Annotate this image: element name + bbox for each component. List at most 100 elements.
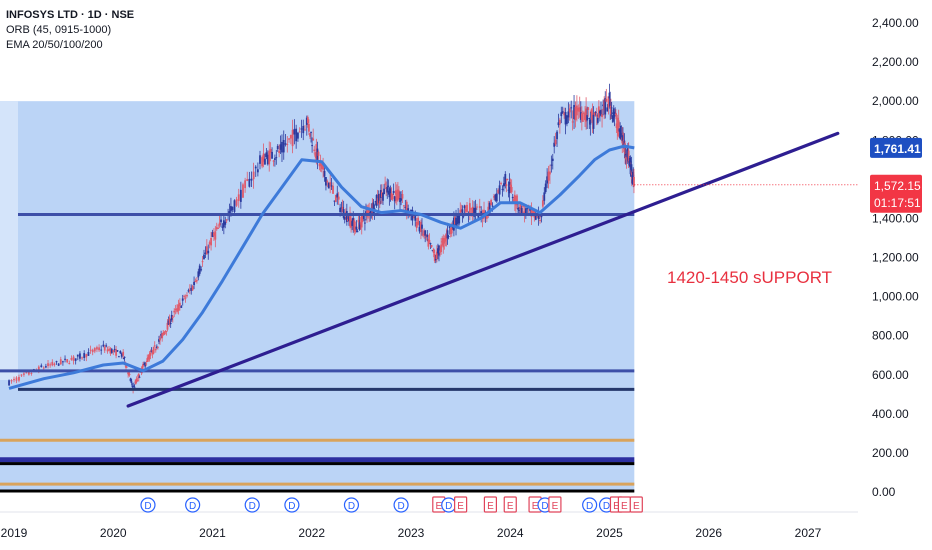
price-candle (350, 219, 352, 228)
price-candle (407, 208, 410, 213)
price-candle (286, 144, 289, 146)
price-candle (293, 128, 296, 135)
earnings-event-label: E (621, 501, 628, 512)
price-candle (142, 364, 144, 367)
price-candle (508, 181, 511, 194)
price-candle (160, 334, 163, 336)
price-candle (194, 281, 197, 283)
price-candle (336, 193, 339, 198)
price-candle (308, 124, 310, 132)
price-candle (83, 353, 86, 358)
price-candle (137, 373, 140, 379)
price-candle (468, 203, 471, 216)
price-candle (392, 191, 395, 194)
price-candle (616, 123, 619, 130)
price-candle (376, 198, 379, 204)
price-candle (13, 378, 15, 381)
price-candle (311, 145, 314, 147)
price-candle (89, 349, 92, 351)
price-candle (356, 231, 359, 233)
price-candle (45, 366, 47, 368)
price-candle (460, 210, 463, 212)
price-candle (566, 115, 568, 124)
price-candle (517, 207, 519, 210)
price-candle (130, 381, 133, 383)
x-tick-label: 2024 (497, 526, 524, 540)
symbol-title[interactable]: INFOSYS LTD · 1D · NSE (6, 9, 135, 21)
x-tick-label: 2025 (596, 526, 623, 540)
price-candle (501, 188, 504, 190)
price-candle (183, 295, 186, 297)
price-candle (370, 210, 373, 213)
price-candle (385, 187, 388, 189)
price-candle (567, 111, 570, 118)
price-candle (452, 217, 455, 231)
price-candle (491, 205, 494, 207)
price-candle (147, 357, 150, 360)
price-candle (298, 131, 301, 133)
price-candle (372, 202, 375, 214)
price-candle (429, 243, 432, 245)
price-candle (524, 208, 527, 215)
price-candle (278, 150, 281, 154)
price-candle (110, 349, 113, 353)
price-candle (218, 222, 221, 226)
indicator-ema-label[interactable]: EMA 20/50/100/200 (6, 39, 103, 51)
dividend-event-label: D (445, 501, 452, 512)
price-candle (343, 216, 346, 220)
price-candle (526, 208, 529, 210)
dividend-event-marker (185, 497, 201, 513)
price-candle (515, 204, 517, 206)
price-candle (288, 138, 290, 140)
price-candle (235, 199, 238, 206)
price-candle (600, 110, 602, 116)
indicator-orb-label[interactable]: ORB (45, 0915-1000) (6, 24, 112, 36)
dividend-event-marker (244, 497, 260, 513)
price-candle (23, 373, 25, 375)
price-candle (181, 298, 184, 301)
price-candle (313, 149, 316, 151)
price-candle (422, 233, 424, 236)
price-candle (105, 345, 108, 347)
price-candle (606, 107, 609, 112)
earnings-event-marker (483, 496, 497, 513)
price-candle (450, 225, 453, 234)
price-candle (120, 353, 123, 357)
price-candle (609, 101, 612, 109)
price-candle (444, 238, 447, 242)
price-candle (47, 363, 49, 367)
price-candle (435, 251, 438, 260)
price-candle (427, 239, 430, 247)
price-candle (530, 207, 533, 217)
price-candle (289, 134, 292, 139)
price-candle (587, 107, 590, 110)
price-candle (507, 189, 510, 191)
price-candle (553, 142, 556, 147)
price-candle (420, 221, 422, 233)
price-candle (583, 112, 585, 114)
dividend-event-label: D (144, 501, 151, 512)
price-candle (625, 156, 628, 160)
price-candle (613, 114, 616, 117)
price-candle (627, 150, 630, 163)
price-candle (390, 193, 393, 200)
price-candle (246, 179, 249, 182)
price-candle (421, 224, 423, 229)
ema-line (8, 144, 635, 390)
price-candle (365, 211, 367, 214)
price-candle (81, 357, 83, 359)
price-candle (463, 205, 466, 209)
price-candle (170, 314, 173, 321)
price-candle (358, 222, 361, 230)
price-candle (213, 232, 215, 236)
dividend-event-label: D (249, 501, 256, 512)
price-candle (403, 205, 405, 207)
price-candle (445, 235, 448, 240)
price-candle (590, 109, 593, 113)
dividend-event-marker (140, 497, 156, 513)
price-candle (228, 211, 231, 214)
price-candle (570, 107, 573, 109)
price-candle (464, 209, 467, 212)
price-candle (237, 194, 240, 202)
